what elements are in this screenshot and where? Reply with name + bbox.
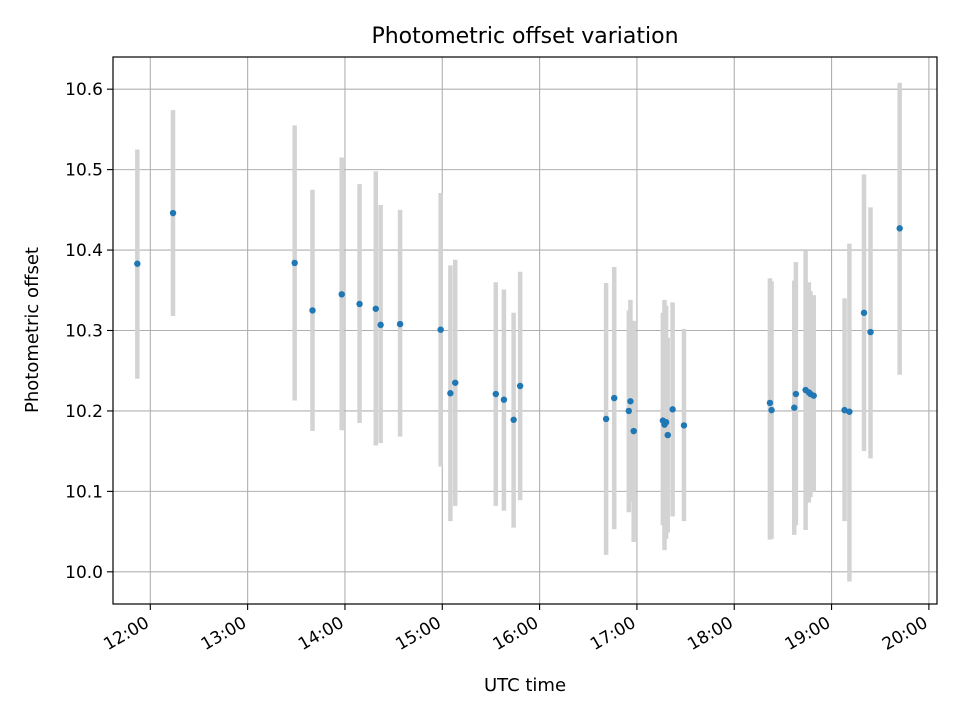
data-point: [627, 398, 634, 405]
y-tick-label: 10.3: [65, 322, 103, 342]
data-point: [867, 328, 874, 336]
data-point: [611, 394, 618, 402]
tick-layer: 12:00 13:00 14:00 15:00 16:00 17:00 18:00 19:00…: [65, 80, 931, 655]
data-point: [372, 305, 379, 312]
data-point: [169, 209, 177, 217]
x-tick-label: 14:00: [295, 613, 347, 655]
data-point: [291, 259, 298, 267]
data-point: [492, 390, 500, 398]
y-tick-label: 10.1: [65, 482, 103, 502]
data-point: [510, 416, 517, 423]
y-tick-label: 10.6: [65, 80, 103, 100]
data-point: [810, 392, 817, 399]
chart-title: Photometric offset variation: [371, 24, 678, 49]
data-point: [602, 415, 610, 423]
y-axis-label: Photometric offset: [22, 247, 43, 413]
x-tick-label: 20:00: [879, 613, 931, 655]
x-tick-label: 16:00: [490, 613, 542, 655]
x-tick-label: 15:00: [392, 613, 444, 655]
y-tick-label: 10.2: [65, 402, 103, 422]
data-point: [452, 379, 459, 386]
data-point: [356, 300, 363, 308]
data-point: [766, 399, 774, 407]
data-point: [516, 382, 524, 390]
x-axis-label: UTC time: [484, 675, 566, 696]
data-point: [846, 408, 853, 415]
data-point: [680, 422, 688, 429]
point-layer: [134, 209, 903, 439]
data-point: [669, 406, 676, 413]
y-tick-label: 10.0: [65, 563, 103, 583]
data-point: [338, 291, 345, 298]
data-point: [841, 406, 848, 414]
data-point: [500, 396, 508, 403]
data-point: [791, 404, 798, 411]
y-tick-label: 10.4: [65, 241, 103, 261]
x-tick-label: 12:00: [100, 613, 152, 655]
data-point: [768, 406, 775, 414]
data-point: [447, 390, 454, 397]
data-point: [309, 307, 316, 314]
data-point: [630, 427, 637, 435]
errorbar-layer: [135, 82, 902, 582]
data-point: [625, 407, 633, 415]
data-point: [860, 309, 868, 317]
x-tick-label: 18:00: [684, 613, 736, 655]
data-point: [437, 326, 444, 333]
grid-layer: [113, 57, 937, 604]
data-point: [396, 320, 404, 328]
data-point: [792, 390, 800, 398]
data-point: [134, 260, 141, 267]
data-point: [662, 419, 670, 426]
x-tick-label: 19:00: [782, 613, 834, 655]
data-point: [664, 431, 671, 439]
y-tick-label: 10.5: [65, 161, 103, 181]
data-point: [377, 321, 384, 329]
x-tick-label: 17:00: [587, 613, 639, 655]
data-point: [896, 225, 903, 232]
x-tick-label: 13:00: [198, 613, 250, 655]
